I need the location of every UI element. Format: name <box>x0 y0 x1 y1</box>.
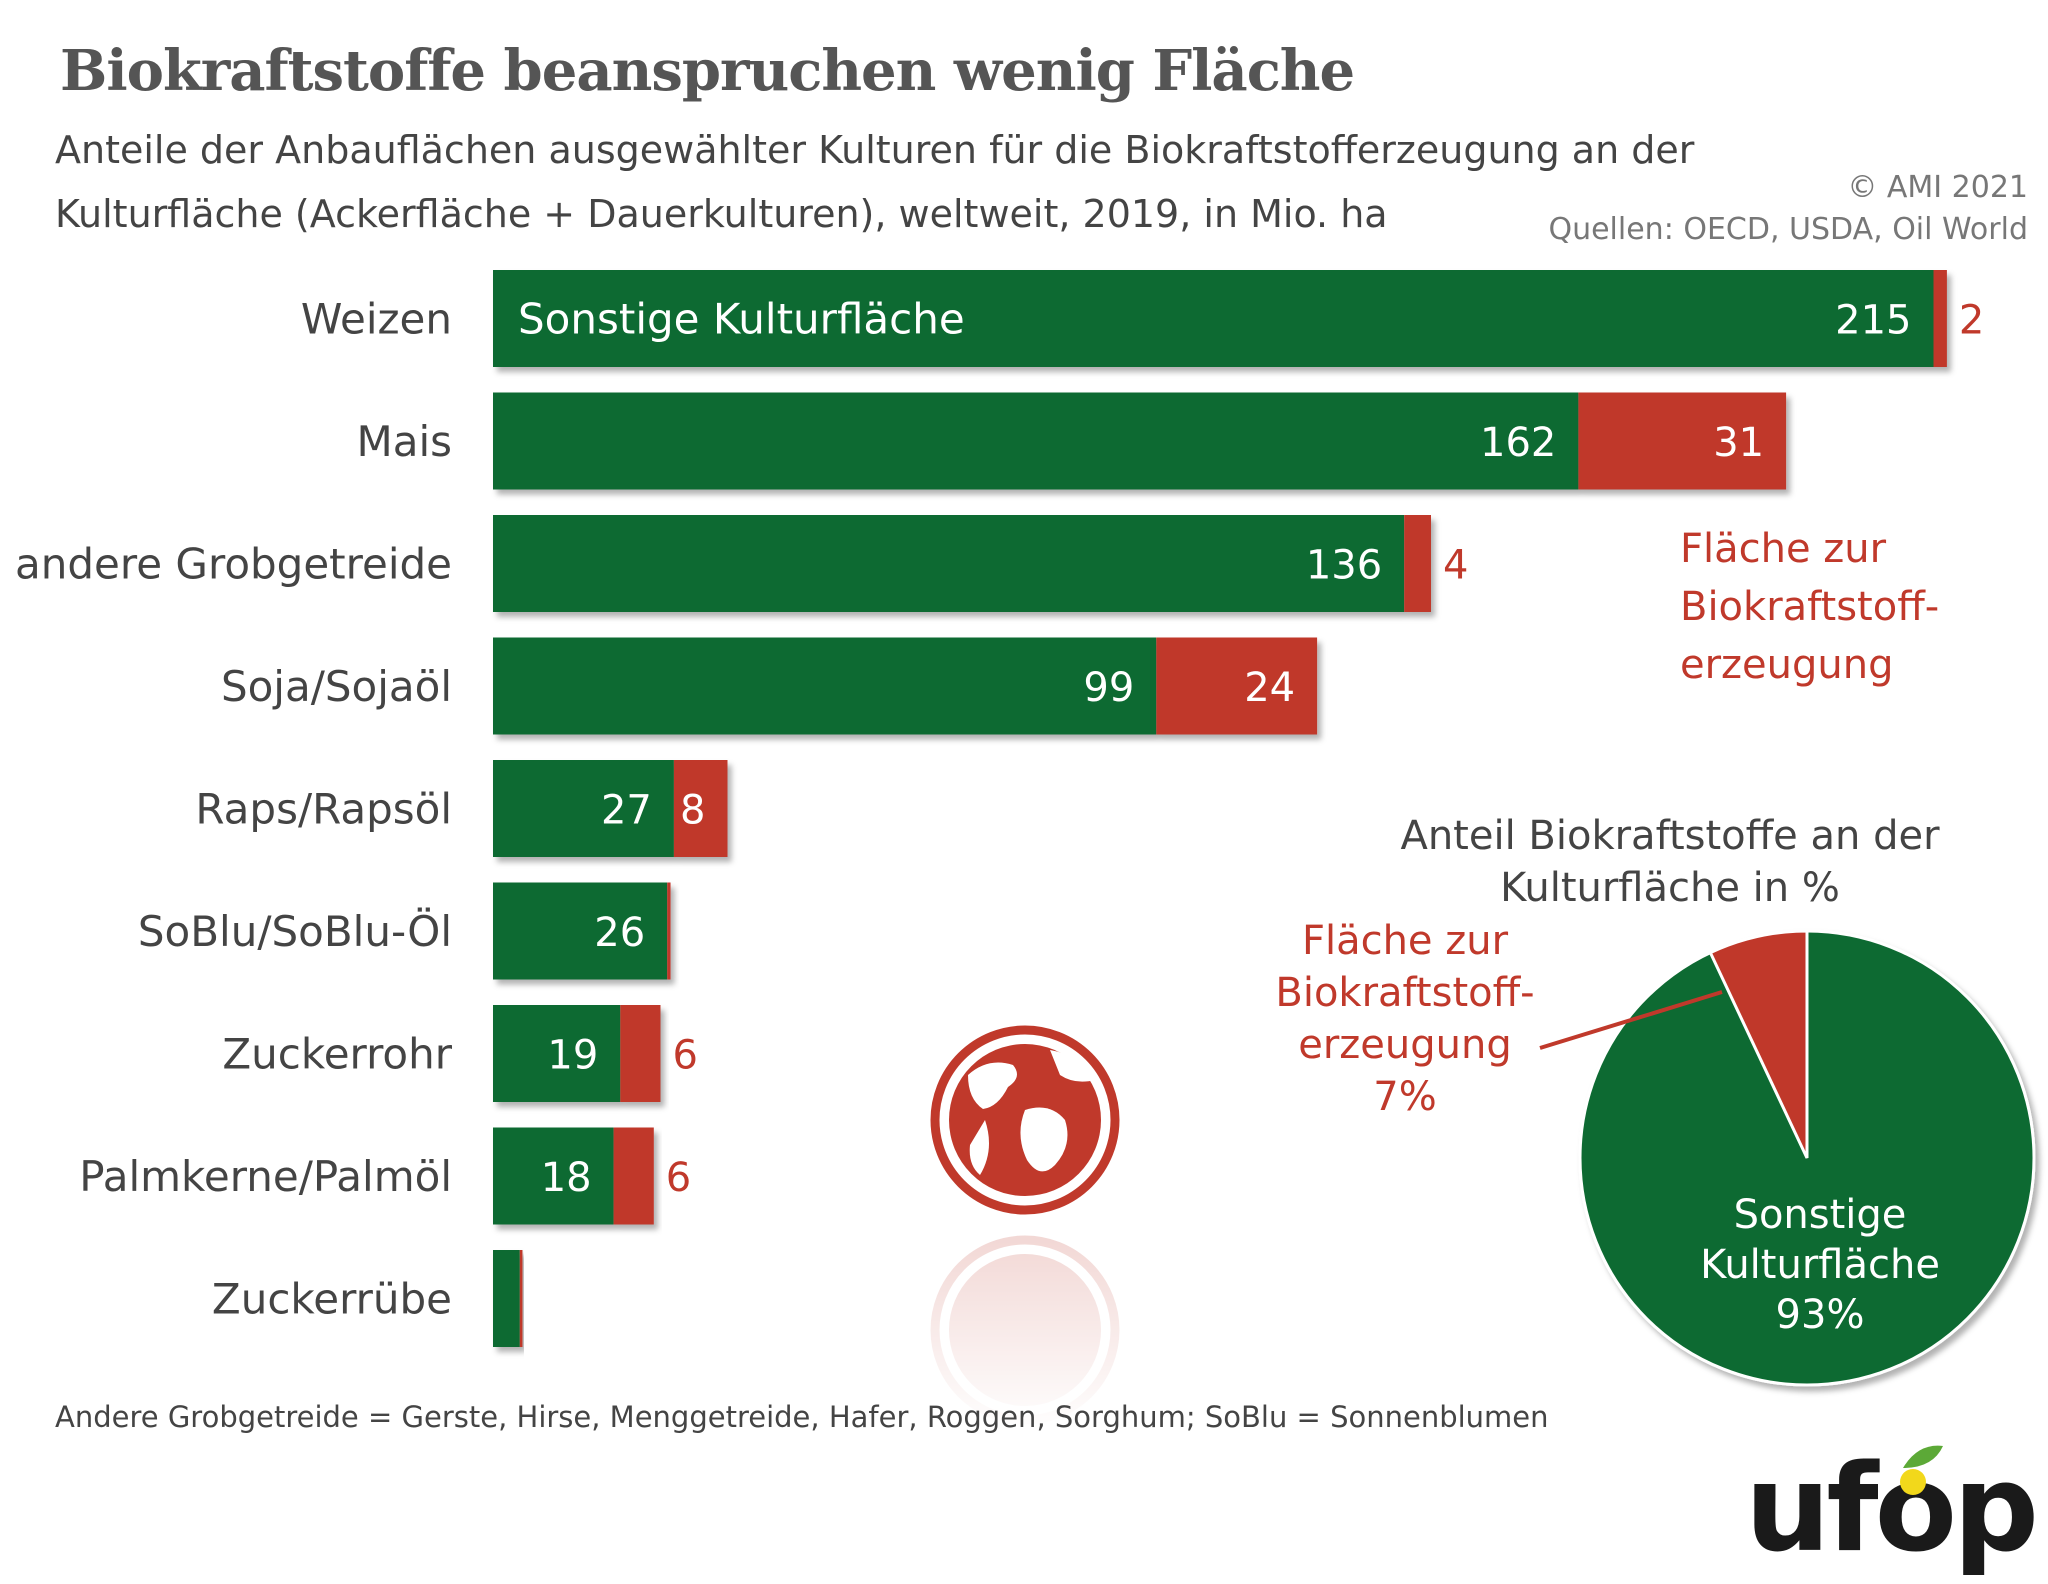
bar-biofuel-area <box>620 1005 661 1102</box>
bar-biofuel-area <box>667 882 671 980</box>
bar-biofuel-value-label: 2 <box>1959 298 1984 344</box>
pie-biofuel-label: Fläche zur Biokraftstoff- erzeugung 7% <box>1240 915 1570 1123</box>
bar-biofuel-area <box>673 760 728 857</box>
bar-biofuel-area <box>1933 270 1947 367</box>
bar-group <box>493 515 1431 612</box>
pie-biofuel-line-1: Fläche zur <box>1301 918 1509 964</box>
logo-text: ufop <box>1745 1440 2039 1579</box>
category-label: andere Grobgetreide <box>15 540 452 589</box>
bar-biofuel-value-label: 6 <box>673 1033 698 1079</box>
bar-other-area <box>493 515 1405 612</box>
ufop-logo: ufop <box>1745 1440 2039 1579</box>
biofuel-legend-label: Fläche zur Biokraftstoff- erzeugung <box>1680 520 2010 694</box>
pie-title-line-1: Anteil Biokraftstoffe an der <box>1400 813 1940 859</box>
subtitle-line-2: Kulturfläche (Ackerfläche + Dauerkulture… <box>55 192 1388 236</box>
pie-leader-line <box>1539 990 1723 1050</box>
bar-group <box>493 1250 523 1347</box>
category-label: Mais <box>356 417 452 466</box>
category-label: Zuckerrübe <box>212 1275 452 1324</box>
logo-leaf-icon <box>1900 1445 1943 1495</box>
source-note: Quellen: OECD, USDA, Oil World <box>1548 212 2028 247</box>
pie-title-line-2: Kulturfläche in % <box>1500 865 1840 911</box>
legend-line-1: Fläche zur <box>1680 526 1887 572</box>
legend-line-3: erzeugung <box>1680 642 1894 688</box>
bar-other-area <box>493 270 1934 367</box>
bar-biofuel-value-label: 8 <box>680 788 705 834</box>
bar-other-value-label: 215 <box>1835 298 1911 344</box>
bar-group <box>493 760 728 857</box>
chart-subtitle: Anteile der Anbauflächen ausgewählter Ku… <box>55 118 1855 246</box>
bar-biofuel-area <box>519 1250 523 1347</box>
bar-biofuel-area <box>613 1127 654 1225</box>
copyright-note: © AMI 2021 <box>1847 170 2028 205</box>
stacked-bars: Weizen 215 2 Sonstige Kulturfläche Mais 162 31… <box>15 270 1984 1347</box>
bar-group <box>493 637 1318 735</box>
category-label: Zuckerrohr <box>222 1030 452 1079</box>
footnote: Andere Grobgetreide = Gerste, Hirse, Men… <box>55 1400 1549 1434</box>
pie-other-percent: 93% <box>1775 1292 1865 1338</box>
bar-biofuel-value-label: 4 <box>1443 543 1468 589</box>
globe-reflection <box>925 1230 1125 1430</box>
bar-other-area <box>493 760 674 857</box>
bar-series-inside-label: Sonstige Kulturfläche <box>518 295 965 344</box>
bar-other-value-label: 19 <box>547 1033 598 1079</box>
bar-group <box>493 392 1787 490</box>
bar-other-value-label: 26 <box>594 910 645 956</box>
pie-other-label: Sonstige Kulturfläche 93% <box>1640 1190 2000 1340</box>
bar-other-value-label: 18 <box>541 1155 592 1201</box>
pie-body <box>1578 929 2036 1387</box>
bar-other-area <box>493 1250 520 1347</box>
pie-biofuel-line-3: erzeugung <box>1298 1022 1512 1068</box>
pie-other-line-1: Sonstige <box>1733 1192 1907 1238</box>
legend-line-2: Biokraftstoff- <box>1680 584 1940 630</box>
category-label: Soja/Sojaöl <box>221 662 452 711</box>
globe-icon <box>930 1025 1120 1215</box>
subtitle-line-1: Anteile der Anbauflächen ausgewählter Ku… <box>55 128 1695 172</box>
bar-other-area <box>493 1127 614 1225</box>
category-label: Palmkerne/Palmöl <box>79 1152 452 1201</box>
bar-biofuel-area <box>1578 392 1787 490</box>
pie-chart <box>1578 929 2036 1387</box>
category-label: Weizen <box>301 295 452 344</box>
bar-other-area <box>493 1005 621 1102</box>
bar-other-value-label: 136 <box>1306 543 1382 589</box>
bar-biofuel-value-label: 6 <box>666 1155 691 1201</box>
bar-biofuel-value-label: 24 <box>1244 665 1295 711</box>
bar-biofuel-area <box>1156 637 1318 735</box>
bar-biofuel-area <box>1404 515 1431 612</box>
bar-group <box>493 270 1947 367</box>
bar-other-area <box>493 882 668 980</box>
bar-other-value-label: 27 <box>601 788 652 834</box>
chart-title: Biokraftstoffe beanspruchen wenig Fläche <box>60 38 1355 104</box>
pie-other-line-2: Kulturfläche <box>1700 1242 1940 1288</box>
bar-other-value-label: 99 <box>1083 665 1134 711</box>
bar-group <box>493 1005 661 1102</box>
bar-other-value-label: 162 <box>1480 420 1556 466</box>
bar-biofuel-value-label: 31 <box>1713 420 1764 466</box>
bar-other-area <box>493 392 1579 490</box>
pie-slice-biofuel <box>1708 929 1809 1159</box>
pie-biofuel-percent: 7% <box>1373 1074 1437 1120</box>
category-label: SoBlu/SoBlu-Öl <box>138 906 452 956</box>
bar-other-area <box>493 637 1157 735</box>
pie-title: Anteil Biokraftstoffe an der Kulturfläch… <box>1340 810 2000 914</box>
bar-group <box>493 882 671 980</box>
pie-biofuel-line-2: Biokraftstoff- <box>1275 970 1535 1016</box>
category-label: Raps/Rapsöl <box>195 785 452 834</box>
bar-group <box>493 1127 654 1225</box>
